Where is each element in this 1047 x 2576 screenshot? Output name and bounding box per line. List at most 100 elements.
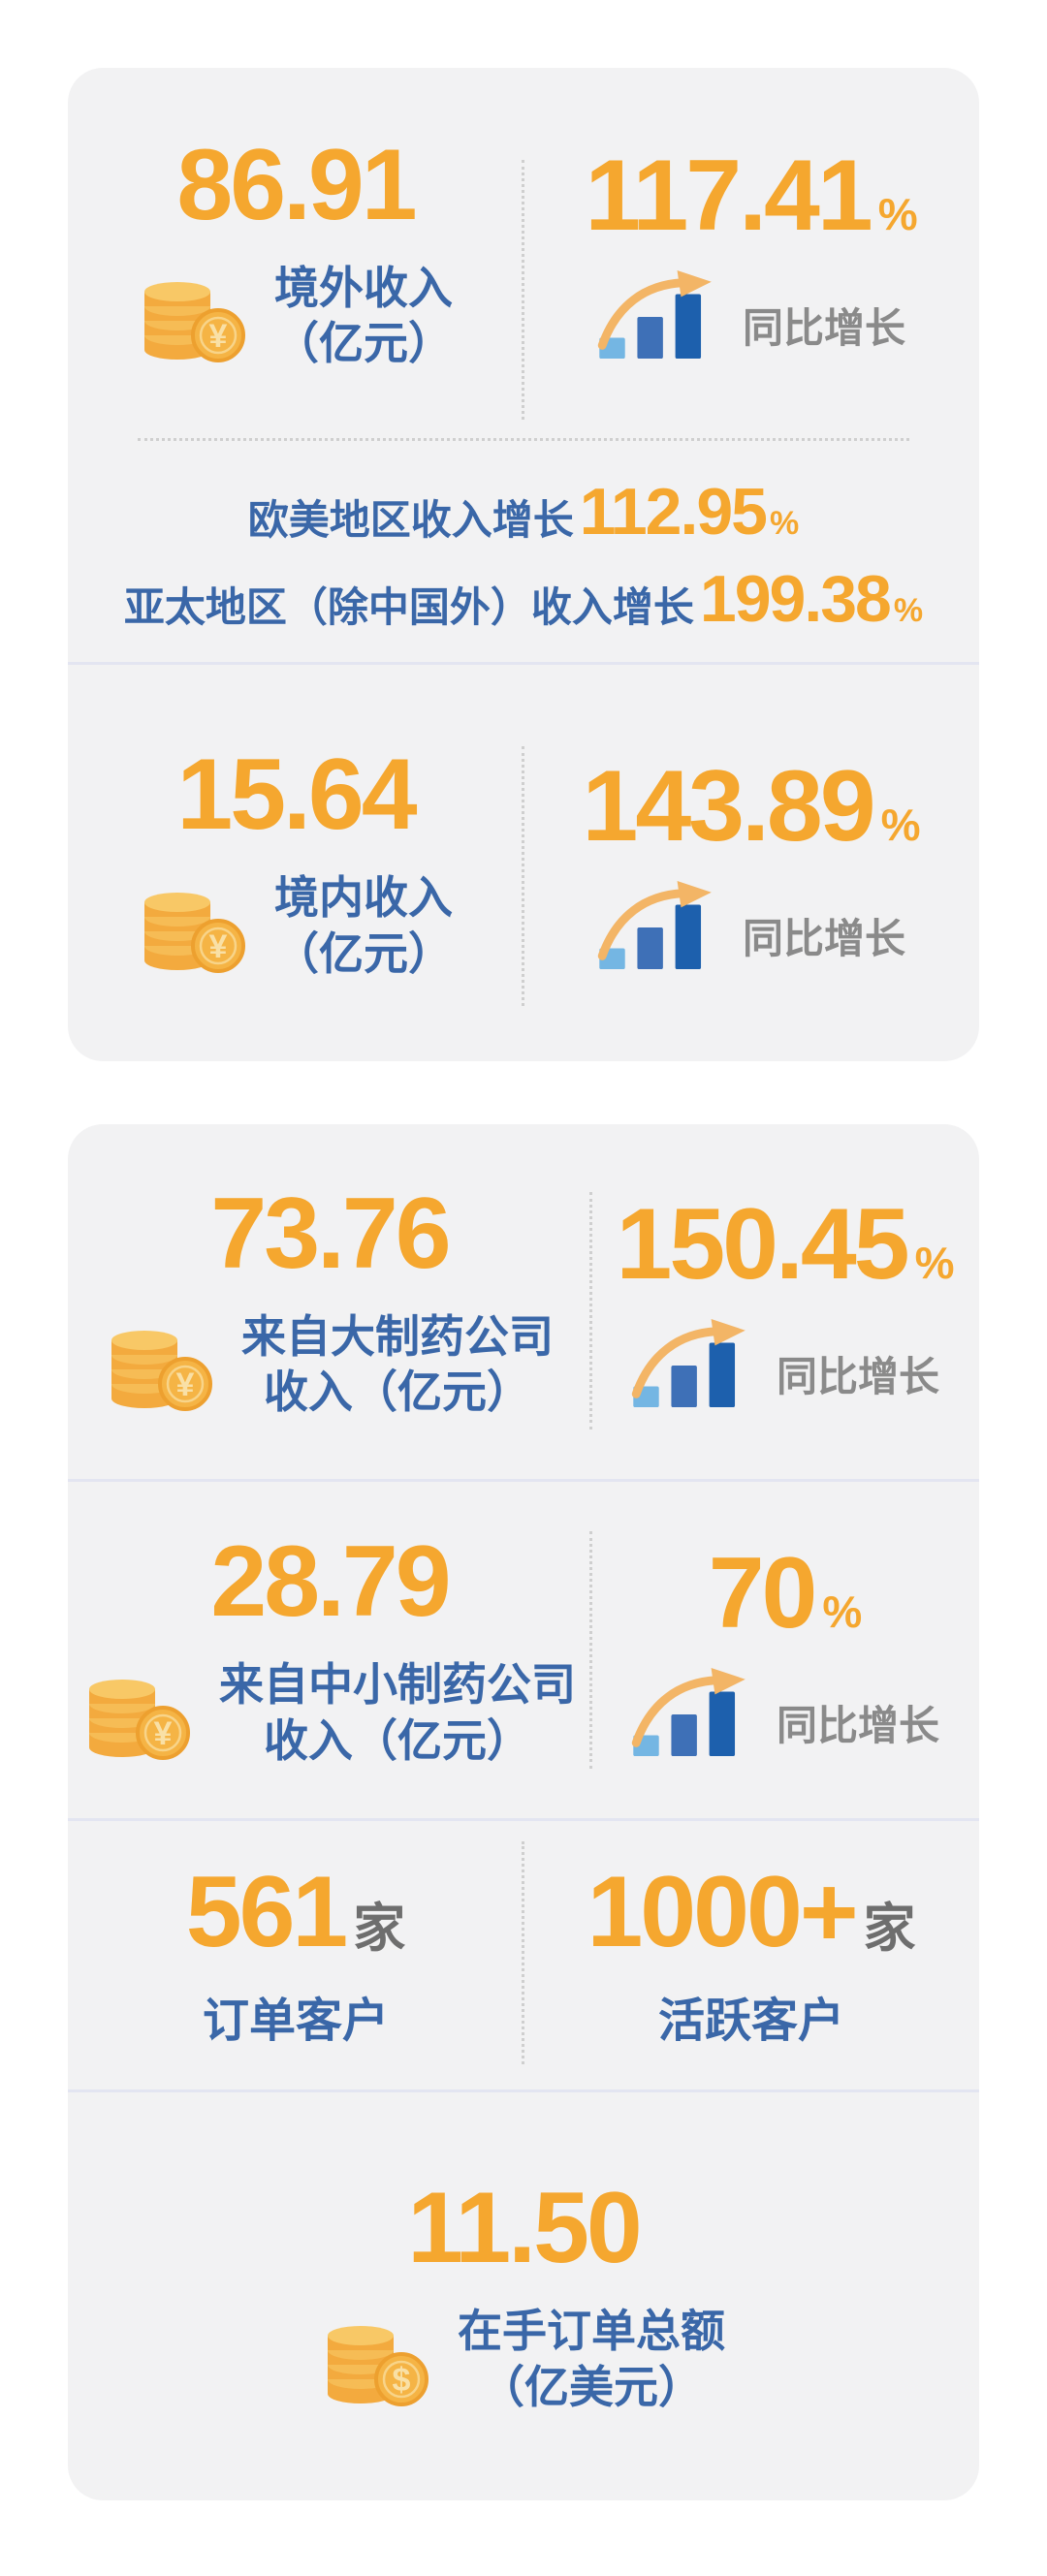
stat-big-pharma-revenue: 73.76 ¥ 来自大制药公司 收入（亿元）: [68, 1124, 591, 1479]
domestic-growth-label-row: 同比增长: [597, 880, 905, 971]
vertical-divider: [589, 1531, 592, 1769]
domestic-revenue-label: 境内收入 （亿元）: [274, 870, 453, 982]
sme-pharma-label-line1: 来自中小制药公司: [219, 1659, 576, 1710]
sme-pharma-growth-label-row: 同比增长: [631, 1667, 939, 1758]
sme-pharma-label: 来自中小制药公司 收入（亿元）: [219, 1657, 576, 1769]
big-pharma-label-line2: 收入（亿元）: [264, 1367, 531, 1417]
coin-yuan-icon: ¥: [89, 1679, 190, 1760]
domestic-revenue-label-line1: 境内收入: [274, 872, 453, 923]
stat-order-customers: 561 家 订单客户: [68, 1821, 524, 2089]
region-label: 亚太地区（除中国外）收入增长: [123, 584, 694, 630]
order-customers-value-row: 561 家: [186, 1862, 406, 1963]
backlog-value: 11.50: [407, 2172, 643, 2284]
unit-jia: 家: [863, 1899, 916, 1958]
active-customers-value: 1000+: [587, 1855, 858, 1968]
yoy-growth-label: 同比增长: [776, 1354, 939, 1399]
big-pharma-growth-value: 150.45%: [616, 1188, 955, 1301]
active-customers-label: 活跃客户: [657, 1995, 844, 2047]
sme-pharma-revenue-value: 28.79: [210, 1525, 451, 1638]
region-value: 112.95: [579, 475, 768, 549]
domestic-growth-value: 143.89%: [582, 749, 921, 863]
percent-sign: %: [914, 1238, 955, 1288]
stat-active-customers: 1000+ 家 活跃客户: [524, 1821, 979, 2089]
sme-pharma-label-line2: 收入（亿元）: [264, 1714, 531, 1766]
sme-pharma-growth-value: 70%: [708, 1536, 863, 1649]
big-pharma-label-row: ¥ 来自大制药公司 收入（亿元）: [106, 1309, 554, 1421]
coin-yuan-icon: ¥: [111, 1331, 212, 1411]
backlog-label-line1: 在手订单总额: [458, 2306, 725, 2356]
coin-dollar-icon: $: [328, 2325, 428, 2406]
overseas-growth-value: 117.41%: [585, 140, 918, 252]
yoy-growth-label: 同比增长: [742, 915, 905, 961]
region-growth-line-apac: 亚太地区（除中国外）收入增长 199.38 %: [68, 561, 979, 637]
overseas-growth-label-row: 同比增长: [597, 269, 905, 361]
coin-yuan-icon: ¥: [144, 892, 245, 973]
solid-divider: [68, 1479, 979, 1482]
yuan-symbol: ¥: [209, 318, 228, 355]
big-pharma-growth-label-row: 同比增长: [631, 1318, 939, 1409]
big-pharma-label: 来自大制药公司 收入（亿元）: [241, 1309, 554, 1421]
stat-domestic-revenue: 15.64 ¥ 境内收入 （亿元）: [68, 665, 524, 1061]
domestic-revenue-row: 15.64 ¥ 境内收入 （亿元）: [68, 665, 979, 1061]
coin-yuan-icon: ¥: [144, 282, 245, 362]
region-growth-section: 欧美地区收入增长 112.95 % 亚太地区（除中国外）收入增长 199.38 …: [68, 452, 979, 659]
domestic-revenue-label-row: ¥ 境内收入 （亿元）: [139, 870, 453, 982]
vertical-divider: [522, 1841, 524, 2064]
order-customers-label: 订单客户: [202, 1995, 389, 2047]
backlog-label-line2: （亿美元）: [480, 2361, 703, 2412]
stat-overseas-revenue: 86.91 ¥ 境外收入 （亿元）: [68, 68, 524, 438]
percent-sign: %: [880, 799, 921, 850]
yoy-growth-label: 同比增长: [776, 1702, 939, 1748]
stat-sme-pharma-growth: 70% 同比增长: [591, 1482, 979, 1818]
revenue-geography-card: 86.91 ¥ 境外收入 （亿元）: [68, 68, 979, 1061]
domestic-revenue-value: 15.64: [176, 738, 417, 851]
overseas-revenue-label-line2: （亿元）: [274, 318, 453, 368]
big-pharma-revenue-value: 73.76: [210, 1177, 451, 1290]
percent-sign: %: [893, 592, 924, 629]
percent-sign: %: [877, 189, 918, 239]
vertical-divider: [522, 746, 524, 1006]
overseas-revenue-row: 86.91 ¥ 境外收入 （亿元）: [68, 68, 979, 438]
growth-bars-icon: [631, 1318, 746, 1408]
growth-bars-icon: [597, 269, 712, 360]
region-growth-line-west: 欧美地区收入增长 112.95 %: [68, 474, 979, 550]
dollar-symbol: $: [393, 2362, 411, 2399]
active-customers-value-row: 1000+ 家: [587, 1862, 915, 1963]
overseas-revenue-label-line1: 境外收入: [274, 262, 453, 313]
region-value: 199.38: [699, 562, 892, 636]
vertical-divider: [522, 160, 524, 420]
yuan-symbol: ¥: [154, 1715, 173, 1752]
percent-sign: %: [822, 1586, 863, 1637]
percent-sign: %: [770, 505, 800, 542]
order-customers-value: 561: [185, 1855, 349, 1968]
overseas-revenue-label: 境外收入 （亿元）: [274, 261, 453, 372]
customer-revenue-card: 73.76 ¥ 来自大制药公司 收入（亿元）: [68, 1124, 979, 2500]
solid-divider: [68, 662, 979, 665]
unit-jia: 家: [353, 1899, 406, 1958]
backlog-label: 在手订单总额 （亿美元）: [458, 2304, 725, 2415]
sme-pharma-label-row: ¥ 来自中小制药公司 收入（亿元）: [83, 1657, 576, 1769]
yuan-symbol: ¥: [209, 928, 228, 965]
vertical-divider: [589, 1192, 592, 1429]
overseas-revenue-label-row: ¥ 境外收入 （亿元）: [139, 261, 453, 372]
solid-divider: [68, 2089, 979, 2092]
dotted-divider: [138, 438, 909, 441]
yoy-growth-label: 同比增长: [742, 305, 905, 351]
stat-backlog: 11.50 $ 在手订单总额 （亿美元）: [322, 2092, 725, 2500]
big-pharma-label-line1: 来自大制药公司: [241, 1310, 554, 1362]
backlog-row: 11.50 $ 在手订单总额 （亿美元）: [68, 2092, 979, 2500]
stat-sme-pharma-revenue: 28.79 ¥ 来自中小制药公司 收入（亿元）: [68, 1482, 591, 1818]
stat-overseas-growth: 117.41% 同比增长: [524, 68, 979, 438]
domestic-revenue-label-line2: （亿元）: [274, 927, 453, 979]
customers-row: 561 家 订单客户 1000+ 家 活跃客户: [68, 1821, 979, 2089]
big-pharma-row: 73.76 ¥ 来自大制药公司 收入（亿元）: [68, 1124, 979, 1479]
growth-bars-icon: [631, 1667, 746, 1756]
growth-bars-icon: [597, 880, 712, 969]
stat-big-pharma-growth: 150.45% 同比增长: [591, 1124, 979, 1479]
overseas-revenue-value: 86.91: [176, 128, 417, 241]
solid-divider: [68, 1818, 979, 1821]
sme-pharma-row: 28.79 ¥ 来自中小制药公司 收入（亿元）: [68, 1482, 979, 1818]
stat-domestic-growth: 143.89% 同比增长: [524, 665, 979, 1061]
region-label: 欧美地区收入增长: [247, 497, 574, 543]
